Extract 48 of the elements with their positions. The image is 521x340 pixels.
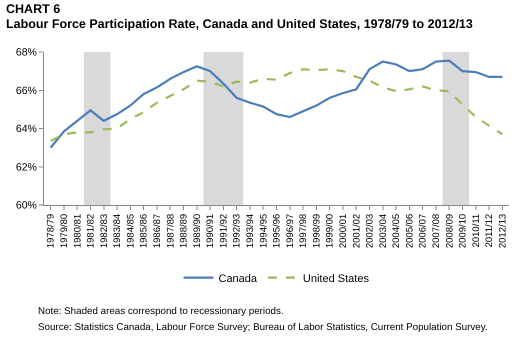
chart-subtitle: Labour Force Participation Rate, Canada and United States, 1978/79 to 2012/13 xyxy=(6,17,474,32)
x-tick-label: 2002/03 xyxy=(364,214,376,248)
x-tick-label: 2008/09 xyxy=(444,214,456,248)
x-tick-label: 2005/06 xyxy=(404,214,416,248)
x-tick-label: 2000/01 xyxy=(338,214,350,248)
line-series xyxy=(50,60,504,149)
x-tick-label: 1988/89 xyxy=(178,214,190,248)
x-tick-label: 2012/13 xyxy=(497,214,508,248)
x-tick-label: 2006/07 xyxy=(418,214,429,248)
y-tick-label: 60% xyxy=(16,200,37,212)
x-tick-label: 1999/00 xyxy=(324,214,336,248)
x-tick-label: 2007/08 xyxy=(431,214,442,248)
x-tick-label: 1980/81 xyxy=(72,214,84,248)
x-tick-label: 1987/88 xyxy=(165,214,176,248)
x-tick-label: 1990/91 xyxy=(205,214,216,248)
y-tick-label: 64% xyxy=(16,123,37,136)
x-tick-label: 1983/84 xyxy=(112,214,124,248)
x-tick-label: 1982/83 xyxy=(98,214,110,248)
x-tick-label: 1998/99 xyxy=(311,214,322,248)
text: Note: Shaded areas correspond to recessionary periods. xyxy=(38,305,285,319)
x-tick-label: 1986/87 xyxy=(152,214,164,248)
x-tick-label: 1991/92 xyxy=(218,214,230,248)
x-tick-label: 2011/12 xyxy=(484,214,496,248)
x-tick-label: 1981/82 xyxy=(86,214,97,248)
x-tick-label: 2009/10 xyxy=(458,214,469,248)
x-tick-label: 2001/02 xyxy=(351,214,362,248)
y-tick-label: 68% xyxy=(16,46,37,59)
x-tick-label: 1996/97 xyxy=(284,214,296,248)
y-tick-label: 66% xyxy=(16,84,37,97)
legend-label: Canada xyxy=(218,272,258,285)
x-tick-label: 1997/98 xyxy=(298,214,310,248)
y-tick-label: 62% xyxy=(16,161,37,174)
x-tick-label: 2003/04 xyxy=(378,214,389,248)
x-tick-label: 1989/90 xyxy=(192,214,203,248)
x-tick-label: 1979/80 xyxy=(59,214,70,248)
x-tick-label: 1995/96 xyxy=(272,214,283,248)
x-tick-label: 1978/79 xyxy=(46,214,57,248)
x-tick-label: 2004/05 xyxy=(391,214,402,248)
x-tick-label: 2010/11 xyxy=(470,214,482,248)
x-tick-label: 1993/94 xyxy=(245,214,256,248)
legend-label: United States xyxy=(302,272,370,285)
x-tick-label: 1985/86 xyxy=(138,214,150,248)
line-series xyxy=(50,68,504,142)
x-tick-label: 1984/85 xyxy=(125,214,136,248)
x-tick-label: 1992/93 xyxy=(232,214,243,248)
chart-title: CHART 6 xyxy=(6,2,62,17)
x-tick-label: 1994/95 xyxy=(258,214,270,248)
source-note: Source: Statistics Canada, Labour Force Survey; Bureau of Labor Statistics, Current Population Survey. xyxy=(38,321,489,335)
